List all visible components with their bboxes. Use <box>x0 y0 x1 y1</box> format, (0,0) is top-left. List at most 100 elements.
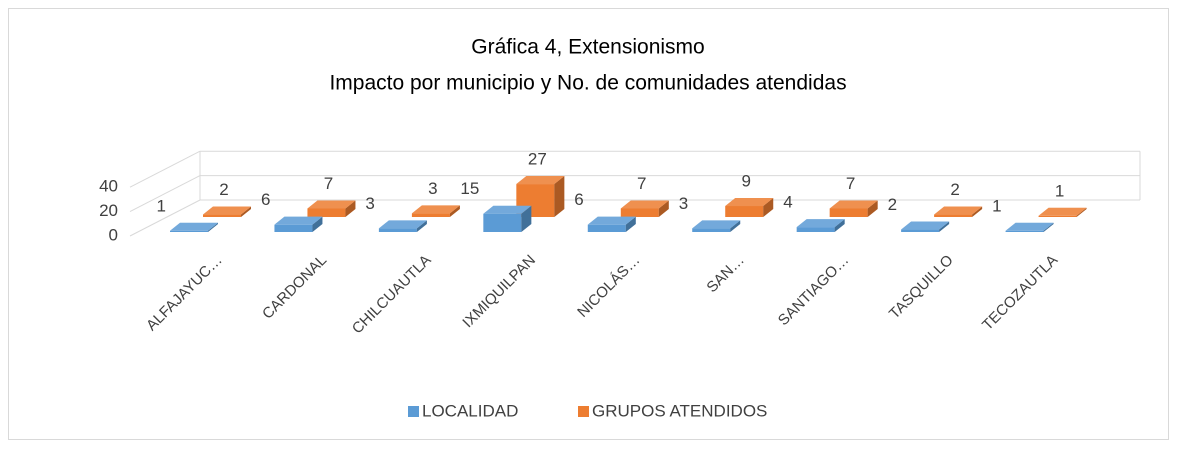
bar-side <box>312 216 323 232</box>
legend-swatch <box>408 406 419 417</box>
value-label: 7 <box>637 174 646 193</box>
value-label: 9 <box>741 172 750 191</box>
bar-front <box>692 228 731 232</box>
bar-front <box>1038 215 1077 217</box>
value-label: 6 <box>574 190 583 209</box>
bar-top-shade <box>203 206 251 215</box>
bar-side-shade <box>972 206 983 217</box>
bar-top <box>411 205 460 214</box>
y-tick-label: 0 <box>109 225 118 244</box>
bar-front <box>587 224 626 232</box>
bar-side <box>449 205 460 217</box>
value-label: 7 <box>324 174 333 193</box>
bar-top <box>1005 222 1054 231</box>
bar-front <box>934 214 973 217</box>
bar-top-shade <box>483 205 532 214</box>
bar-side <box>625 216 636 232</box>
bar-front <box>620 208 659 217</box>
bar-top-shade <box>378 220 427 229</box>
bar-side-shade <box>625 216 636 232</box>
bar-front <box>796 227 835 232</box>
value-label: 6 <box>261 190 270 209</box>
value-label: 3 <box>679 194 688 213</box>
bar-side <box>241 206 251 217</box>
bar-side <box>1076 207 1087 217</box>
bar-front <box>274 224 313 232</box>
bar-side <box>972 206 983 217</box>
value-label: 15 <box>460 179 479 198</box>
bar-side <box>730 220 741 232</box>
bar-top <box>274 216 323 225</box>
bar-top <box>692 220 741 229</box>
bar-side <box>208 222 218 232</box>
bar-side-shade <box>554 176 565 217</box>
bar-side <box>554 176 565 217</box>
bar-top-shade <box>934 206 983 215</box>
bar-front <box>1005 230 1044 232</box>
bar-front <box>307 208 346 217</box>
bar-top-shade <box>587 216 636 225</box>
bar-side-shade <box>658 200 669 217</box>
bar-top <box>307 200 356 209</box>
value-label: 1 <box>157 196 166 215</box>
bar-side-shade <box>867 200 878 217</box>
bar-top-shade <box>516 176 565 185</box>
value-label: 4 <box>783 193 792 212</box>
bar-side-shade <box>763 198 774 217</box>
chart-subtitle: Impacto por municipio y No. de comunidad… <box>329 72 846 95</box>
value-label: 2 <box>219 180 228 199</box>
bar-top <box>1038 207 1087 216</box>
value-label: 7 <box>846 174 855 193</box>
bar-top <box>620 200 669 209</box>
bar-top <box>483 205 532 214</box>
bar-front <box>170 230 208 232</box>
bar-top <box>901 221 950 230</box>
value-label: 3 <box>365 194 374 213</box>
bar-top-shade <box>170 222 218 231</box>
bar-top <box>203 206 251 215</box>
bar-top-shade <box>411 205 460 214</box>
grid-line <box>129 175 201 213</box>
bar-top <box>516 176 565 185</box>
bar-top-shade <box>829 200 878 209</box>
legend-swatch <box>578 406 589 417</box>
value-label: 2 <box>950 180 959 199</box>
bar-top-shade <box>274 216 323 225</box>
bar-top <box>934 206 983 215</box>
bar-side <box>1043 222 1054 232</box>
bar-side-shade <box>416 220 427 232</box>
bar-side-shade <box>521 205 532 232</box>
bar-top-shade <box>796 219 845 228</box>
bar-top-shade <box>620 200 669 209</box>
bar-top-shade <box>692 220 741 229</box>
bar-side-shade <box>345 200 356 217</box>
bar-side <box>834 219 845 232</box>
bar-top-shade <box>307 200 356 209</box>
bar-side-shade <box>1043 222 1054 232</box>
bar-top <box>587 216 636 225</box>
bar-top-shade <box>1038 207 1087 216</box>
bar-front <box>483 213 522 232</box>
bar-side-shade <box>834 219 845 232</box>
chart-title: Gráfica 4, Extensionismo <box>471 36 704 59</box>
value-label: 3 <box>428 179 437 198</box>
bar-side-shade <box>730 220 741 232</box>
y-tick-label: 40 <box>99 177 118 196</box>
bar-side <box>939 221 950 232</box>
bar-side-shade <box>449 205 460 217</box>
bar-side <box>867 200 878 217</box>
bar-front <box>829 208 868 217</box>
grid-line <box>129 199 201 237</box>
bar-side <box>416 220 427 232</box>
bar-top <box>378 220 427 229</box>
bar-front <box>411 213 450 217</box>
bar-top <box>796 219 845 228</box>
bar-top-shade <box>725 198 774 207</box>
bar-side <box>658 200 669 217</box>
value-label: 2 <box>888 195 897 214</box>
bar-side <box>521 205 532 232</box>
bar-front <box>725 206 764 217</box>
y-tick-label: 20 <box>99 201 118 220</box>
bar-side <box>763 198 774 217</box>
